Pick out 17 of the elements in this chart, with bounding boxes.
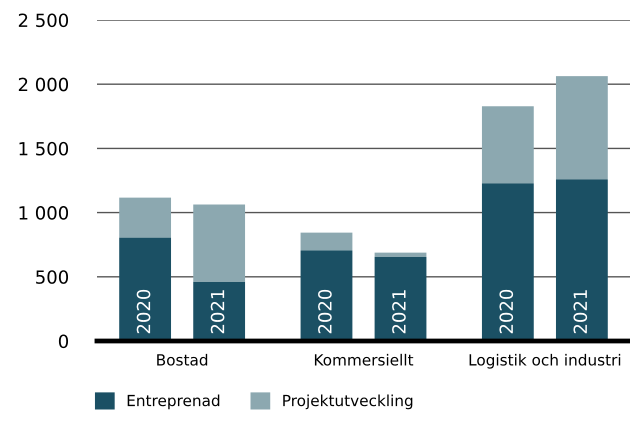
legend-label: Projektutveckling xyxy=(283,394,412,410)
text: Kommersiellt xyxy=(314,354,414,366)
text: Bostad xyxy=(157,354,208,366)
legend-label: Entreprenad xyxy=(128,394,220,410)
y-tick-label: 1 000 xyxy=(20,206,68,220)
x-tick-label: 2021 xyxy=(392,290,406,334)
y-tick-label: 1 500 xyxy=(20,142,68,156)
x-tick-label: 2020 xyxy=(318,290,332,334)
text: Logistik och industri xyxy=(470,354,620,369)
x-tick-label: 2020 xyxy=(136,290,150,334)
y-tick-label: 0 xyxy=(58,334,68,348)
y-tick-label: 500 xyxy=(36,270,68,284)
y-tick-label: 2 500 xyxy=(18,13,68,28)
x-tick-label: 2021 xyxy=(573,290,588,334)
x-tick-label: 2020 xyxy=(499,290,514,334)
y-tick-label: 2 000 xyxy=(18,78,68,92)
x-tick-label: 2021 xyxy=(210,290,224,334)
